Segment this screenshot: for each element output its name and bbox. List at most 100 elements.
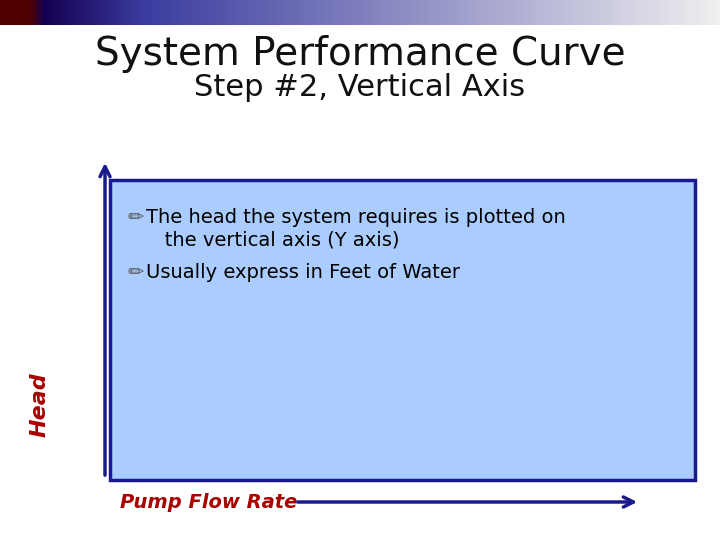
Bar bbox=[281, 0, 283, 25]
Bar bbox=[130, 0, 132, 25]
Bar bbox=[290, 0, 293, 25]
Bar bbox=[63, 0, 65, 25]
Bar bbox=[360, 0, 362, 25]
Bar bbox=[89, 0, 91, 25]
Bar bbox=[84, 0, 86, 25]
Bar bbox=[538, 0, 540, 25]
Bar bbox=[675, 0, 677, 25]
Bar bbox=[528, 0, 531, 25]
Bar bbox=[531, 0, 533, 25]
Bar bbox=[535, 0, 538, 25]
Bar bbox=[711, 0, 713, 25]
Bar bbox=[187, 0, 189, 25]
Bar bbox=[427, 0, 430, 25]
Bar bbox=[189, 0, 192, 25]
Bar bbox=[142, 0, 144, 25]
Bar bbox=[77, 0, 79, 25]
Bar bbox=[576, 0, 578, 25]
Bar bbox=[144, 0, 146, 25]
Bar bbox=[444, 0, 446, 25]
Bar bbox=[113, 0, 115, 25]
Bar bbox=[487, 0, 490, 25]
Bar bbox=[182, 0, 185, 25]
Bar bbox=[202, 0, 204, 25]
Bar bbox=[403, 0, 405, 25]
Bar bbox=[374, 0, 377, 25]
Bar bbox=[110, 180, 695, 480]
Bar bbox=[617, 0, 619, 25]
Bar bbox=[600, 0, 603, 25]
Bar bbox=[624, 0, 626, 25]
Bar bbox=[178, 0, 180, 25]
Bar bbox=[583, 0, 585, 25]
Bar bbox=[302, 0, 305, 25]
Bar bbox=[439, 0, 441, 25]
Bar bbox=[55, 0, 58, 25]
Bar bbox=[17, 0, 19, 25]
Bar bbox=[499, 0, 502, 25]
Bar bbox=[60, 0, 63, 25]
Text: ✏: ✏ bbox=[128, 263, 145, 282]
Bar bbox=[199, 0, 202, 25]
Bar bbox=[166, 0, 168, 25]
Bar bbox=[463, 0, 466, 25]
Bar bbox=[466, 0, 468, 25]
Text: Pump Flow Rate: Pump Flow Rate bbox=[120, 492, 297, 511]
Bar bbox=[125, 0, 127, 25]
Bar bbox=[516, 0, 518, 25]
Bar bbox=[677, 0, 679, 25]
Bar bbox=[485, 0, 487, 25]
Bar bbox=[22, 0, 24, 25]
Bar bbox=[369, 0, 372, 25]
Bar bbox=[502, 0, 504, 25]
Bar bbox=[353, 0, 355, 25]
Bar bbox=[38, 0, 41, 25]
Bar bbox=[5, 0, 7, 25]
Bar bbox=[103, 0, 106, 25]
Bar bbox=[341, 0, 343, 25]
Bar bbox=[146, 0, 149, 25]
Bar bbox=[7, 0, 9, 25]
Bar bbox=[554, 0, 557, 25]
Bar bbox=[389, 0, 391, 25]
Bar bbox=[384, 0, 387, 25]
Bar bbox=[192, 0, 194, 25]
Bar bbox=[67, 0, 70, 25]
Bar bbox=[266, 0, 269, 25]
Bar bbox=[96, 0, 99, 25]
Bar bbox=[274, 0, 276, 25]
Bar bbox=[401, 0, 403, 25]
Bar bbox=[506, 0, 509, 25]
Bar bbox=[473, 0, 475, 25]
Bar bbox=[329, 0, 331, 25]
Bar bbox=[117, 0, 120, 25]
Bar bbox=[319, 0, 322, 25]
Bar bbox=[523, 0, 526, 25]
Bar bbox=[312, 0, 315, 25]
Bar bbox=[698, 0, 701, 25]
Bar bbox=[161, 0, 163, 25]
Bar bbox=[45, 0, 48, 25]
Bar bbox=[459, 0, 461, 25]
Bar bbox=[547, 0, 549, 25]
Bar bbox=[504, 0, 506, 25]
Bar bbox=[701, 0, 703, 25]
Bar bbox=[245, 0, 247, 25]
Bar bbox=[434, 0, 437, 25]
Bar bbox=[132, 0, 135, 25]
Bar bbox=[672, 0, 675, 25]
Bar bbox=[706, 0, 708, 25]
Bar bbox=[410, 0, 413, 25]
Text: the vertical axis (Y axis): the vertical axis (Y axis) bbox=[146, 230, 400, 249]
Bar bbox=[540, 0, 542, 25]
Bar bbox=[279, 0, 281, 25]
Text: Head: Head bbox=[30, 373, 50, 437]
Bar bbox=[168, 0, 171, 25]
Bar bbox=[163, 0, 166, 25]
Bar bbox=[315, 0, 317, 25]
Bar bbox=[679, 0, 682, 25]
Bar bbox=[542, 0, 545, 25]
Bar bbox=[48, 0, 50, 25]
Bar bbox=[19, 0, 22, 25]
Bar bbox=[420, 0, 423, 25]
